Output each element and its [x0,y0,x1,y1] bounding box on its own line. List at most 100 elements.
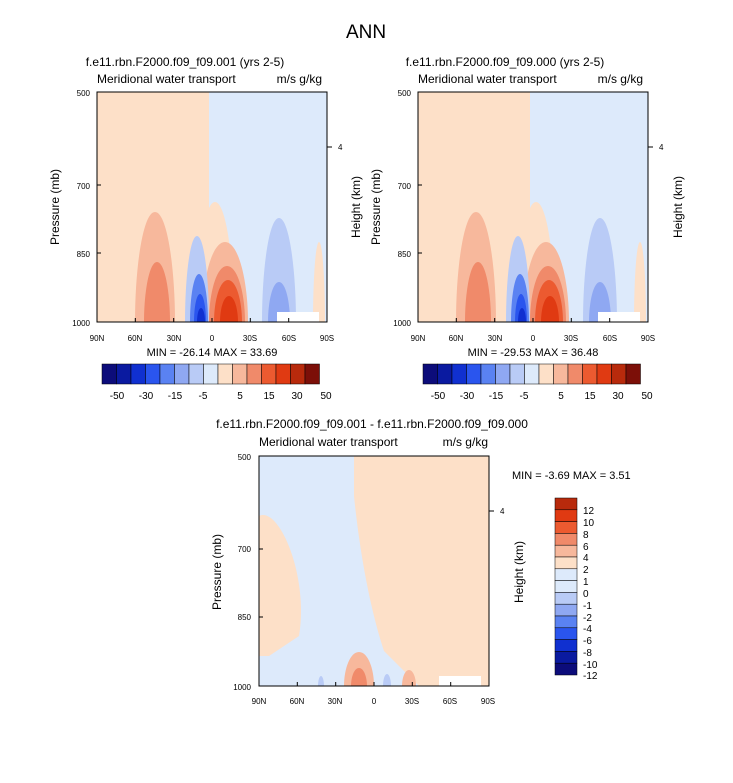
colorbar-box [524,363,540,385]
colorbar-label: -30 [139,391,154,402]
panel-a-ytick: 500 [77,89,91,98]
colorbar-label: 6 [583,542,589,553]
colorbar-box [304,363,320,385]
colorbar-label: -15 [168,391,183,402]
terrain-mask [439,676,481,686]
panel-c-ytick: 500 [238,453,252,462]
panel-c-left-label: Meridional water transport [259,435,398,449]
colorbar-box [554,568,578,581]
colorbar-box [451,363,467,385]
panel-a-xtick: 0 [210,334,215,343]
panel-c-ylabel: Pressure (mb) [210,534,224,610]
colorbar-label: 15 [263,391,275,402]
panel-a-xtick: 90S [320,334,334,343]
colorbar-label: -50 [431,391,446,402]
colorbar-box [554,556,578,570]
panel-b-y2tick: 4 [659,143,664,152]
contour-lobe-negative [518,308,526,322]
panel-b-xtick: 90S [641,334,655,343]
colorbar-box [232,363,248,385]
colorbar-label: -30 [460,391,475,402]
panel-b: f.e11.rbn.F2000.f09_f09.000 (yrs 2-5) Me… [369,55,685,402]
contour-lobe-negative [383,674,391,686]
colorbar-box [554,615,578,629]
panel-a-title: f.e11.rbn.F2000.f09_f09.001 (yrs 2-5) [86,55,285,69]
panel-c-title: f.e11.rbn.F2000.f09_f09.001 - f.e11.rbn.… [216,417,528,431]
panel-a-xtick: 30N [167,334,182,343]
colorbar-box [554,639,578,652]
panel-b-xtick: 0 [531,334,536,343]
contour-lobe-positive [144,262,170,322]
panel-c-xtick: 90S [481,697,495,706]
colorbar-box [159,363,175,385]
colorbar-label: -1 [583,601,592,612]
panel-c-xtick: 90N [252,697,267,706]
panel-b-colorbar-labels: -50 -30 -15 -5 5 15 30 50 [431,391,653,402]
colorbar-label: 15 [584,391,596,402]
colorbar-box [554,544,578,558]
contour-lobe-negative [318,676,324,686]
panel-b-ytick: 850 [398,250,412,259]
colorbar-label: 30 [612,391,624,402]
panel-a-right-label: m/s g/kg [277,72,322,86]
panel-b-plot-area [417,91,653,323]
colorbar-box [466,363,482,385]
colorbar-box [611,363,627,385]
colorbar-box [116,363,132,385]
panel-b-xtick: 30N [488,334,503,343]
panel-b-stats: MIN = -29.53 MAX = 36.48 [468,347,599,359]
panel-c-y2label: Height (km) [512,541,526,603]
panel-c-y2tick: 4 [500,507,505,516]
panel-b-ylabel: Pressure (mb) [369,169,383,245]
panel-b-ytick: 1000 [393,319,411,328]
colorbar-label: 4 [583,553,589,564]
colorbar-box [261,363,277,385]
panel-c-ytick: 700 [238,545,252,554]
colorbar-box [174,363,190,385]
colorbar-box [290,363,306,385]
contour-field [97,92,327,322]
panel-b-right-label: m/s g/kg [598,72,643,86]
panel-a: f.e11.rbn.F2000.f09_f09.001 (yrs 2-5) Me… [48,55,363,402]
colorbar-box [130,363,146,385]
panel-b-y-ticks: 500 700 850 1000 4 [393,89,664,328]
panel-a-left-label: Meridional water transport [97,72,236,86]
colorbar-box [567,363,583,385]
panel-a-ytick: 700 [77,182,91,191]
colorbar-box [554,533,578,546]
panel-a-colorbar [101,363,320,385]
colorbar-box [188,363,204,385]
panel-a-plot-area [96,91,332,323]
panel-c-colorbar-labels: 12 10 8 6 4 2 1 0 -1 -2 -4 -6 -8 -10 -12 [583,506,598,682]
colorbar-box [437,363,453,385]
contour-lobe-positive [351,668,367,686]
colorbar-box [554,662,578,676]
contour-lobe-positive [541,296,559,322]
panel-a-colorbar-labels: -50 -30 -15 -5 5 15 30 50 [110,391,332,402]
colorbar-label: -15 [489,391,504,402]
colorbar-box [203,363,219,385]
panel-b-xtick: 90N [411,334,426,343]
panel-c-plot-area [258,455,494,687]
terrain-mask [598,312,640,322]
panel-a-xtick: 60N [128,334,143,343]
panel-a-x-ticks: 90N 60N 30N 0 30S 60S 90S [90,334,334,343]
colorbar-label: 50 [320,391,332,402]
colorbar-box [480,363,496,385]
panel-a-y2tick: 4 [338,143,343,152]
colorbar-box [582,363,598,385]
panel-b-title: f.e11.rbn.F2000.f09_f09.000 (yrs 2-5) [406,55,605,69]
panel-a-stats: MIN = -26.14 MAX = 33.69 [147,347,278,359]
panel-b-ytick: 500 [398,89,412,98]
colorbar-box [246,363,262,385]
panel-a-y2label: Height (km) [349,176,363,238]
panel-a-xtick: 30S [243,334,257,343]
colorbar-label: -10 [583,660,598,671]
colorbar-box [217,363,233,385]
colorbar-box [554,580,578,593]
page-title: ANN [346,22,386,43]
panel-b-ytick: 700 [398,182,412,191]
panel-c-stats: MIN = -3.69 MAX = 3.51 [512,470,631,482]
panel-b-xtick: 60N [449,334,464,343]
